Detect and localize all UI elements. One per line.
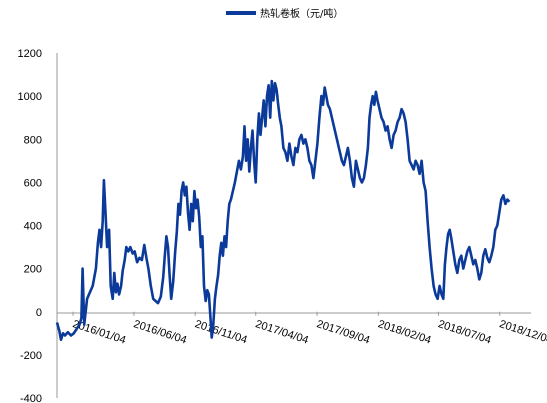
x-tick-label: 2018/12/04 — [498, 318, 547, 346]
y-axis: -400 -200 0 200 400 600 800 1000 1200 — [18, 48, 42, 403]
y-tick-label: 800 — [24, 134, 42, 146]
series-line — [55, 79, 511, 342]
x-tick-label: 2017/09/04 — [315, 318, 371, 346]
y-tick-label: 1000 — [18, 91, 42, 103]
y-tick-label: 1200 — [18, 48, 42, 60]
x-tick-label: 2018/02/04 — [376, 318, 432, 346]
x-tick-label: 2016/11/04 — [193, 318, 248, 346]
x-tick-label: 2018/07/04 — [437, 318, 493, 346]
y-tick-label: 600 — [24, 177, 42, 189]
x-axis: 2016/01/04 2016/06/04 2016/11/04 2017/04/04… — [71, 311, 547, 347]
y-tick-label: -200 — [20, 350, 42, 362]
y-tick-label: 0 — [36, 307, 42, 319]
y-tick-label: 400 — [24, 221, 42, 233]
legend: 热轧卷板（元/吨） — [226, 7, 343, 20]
plot-area — [55, 79, 511, 342]
x-tick-label: 2016/06/04 — [132, 318, 188, 346]
legend-label: 热轧卷板（元/吨） — [260, 7, 343, 20]
y-tick-label: -400 — [20, 393, 42, 403]
y-tick-label: 200 — [24, 264, 42, 276]
x-tick-label: 2017/04/04 — [254, 318, 310, 346]
